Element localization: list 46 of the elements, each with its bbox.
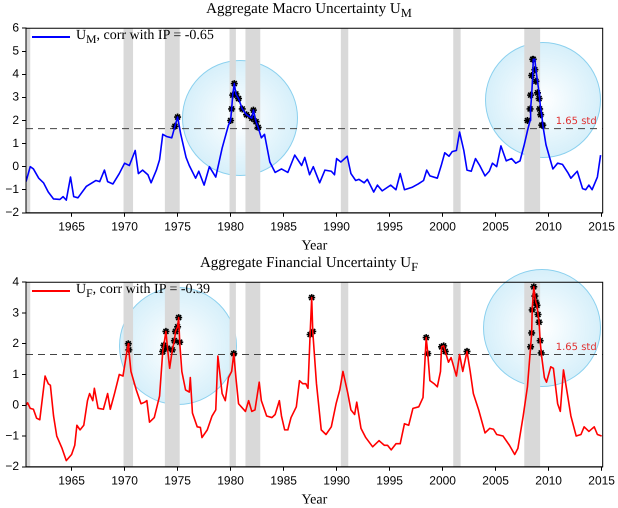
y-tick-label: 0 [12,398,20,412]
legend-label: U$_{M}$, corr with IP = -0.65 [76,28,214,46]
x-tick-label: 2015 [588,219,616,234]
x-tick-label: 2005 [482,473,510,488]
x-tick-label: 1990 [323,473,350,488]
chart-title: Aggregate Macro Uncertainty U$_{M}$ [205,0,413,20]
y-tick-label: 4 [12,66,20,81]
legend-label: U$_{F}$, corr with IP = -0.39 [76,282,210,300]
x-tick-label: 1985 [270,473,298,488]
x-tick-label: 1980 [217,219,244,234]
y-tick-label: −1 [5,182,20,196]
y-tick-label: 3 [12,90,20,104]
x-tick-label: 2000 [429,219,456,234]
y-tick-label: 4 [12,274,20,289]
ref-line-label: 1.65 std [556,342,597,354]
x-tick-label: 1965 [58,219,86,234]
ref-line-label: 1.65 std [556,116,597,128]
x-axis-title: Year [301,238,328,254]
x-tick-label: 1975 [164,473,192,488]
x-tick-label: 2000 [429,473,456,488]
x-tick-label: 2005 [482,219,510,234]
x-tick-label: 1965 [58,473,86,488]
x-tick-label: 1980 [217,473,244,488]
x-tick-label: 1985 [270,219,298,234]
y-tick-label: −2 [5,459,20,474]
x-axis-title: Year [301,492,328,508]
y-tick-label: 2 [12,336,20,350]
x-tick-label: 1970 [111,473,138,488]
x-tick-label: 2010 [535,473,562,488]
x-tick-label: 1995 [376,219,404,234]
y-tick-label: 1 [12,366,20,381]
chart-title: Aggregate Financial Uncertainty U$_{F}$ [198,254,420,274]
x-tick-label: 1990 [323,219,350,234]
x-tick-label: 1975 [164,219,192,234]
y-tick-label: −2 [5,205,20,220]
y-tick-label: 2 [12,112,20,127]
y-tick-label: 1 [12,136,20,150]
x-tick-label: 2015 [588,473,616,488]
y-tick-label: 5 [12,44,20,58]
y-tick-label: 3 [12,305,20,320]
x-tick-label: 1995 [376,473,404,488]
y-tick-label: 6 [12,20,20,35]
y-tick-label: −1 [5,428,20,442]
y-tick-label: 0 [12,158,20,173]
x-tick-label: 2010 [535,219,562,234]
x-tick-label: 1970 [111,219,138,234]
